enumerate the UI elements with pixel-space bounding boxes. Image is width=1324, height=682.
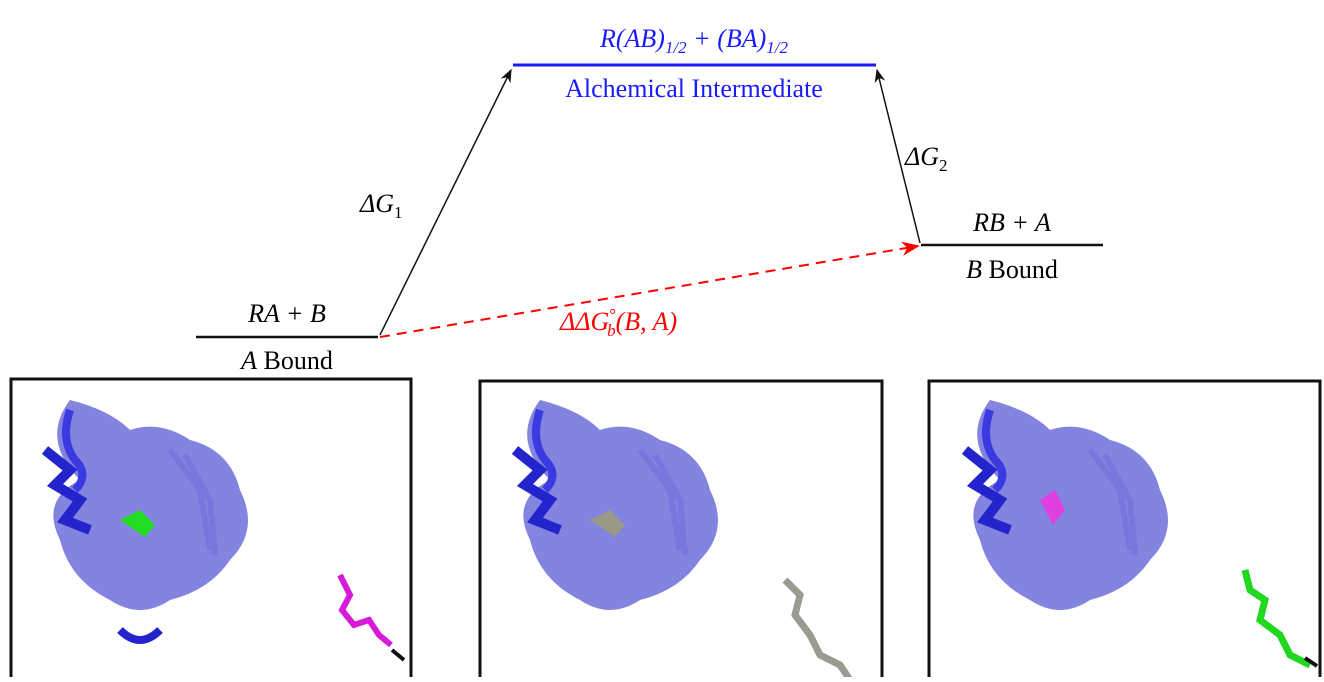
b-bound-label: B Bound [966,255,1058,284]
formula-part: + (BA) [687,24,767,53]
label-text: Bound [257,346,333,375]
protein [515,400,718,610]
formula-part: R(AB) [599,24,665,53]
subscript: 1 [394,203,403,222]
intermediate-formula: R(AB)1/2 + (BA)1/2 [599,24,789,57]
subscript: b [607,321,616,340]
ddg-label: ΔΔG°b(B, A) [559,305,677,340]
dg1-label: ΔG1 [359,189,403,222]
formula-subscript: 1/2 [766,38,788,57]
subscript: 2 [939,156,948,175]
label-variable: B [966,255,982,284]
intermediate-label: Alchemical Intermediate [565,74,823,103]
protein [45,400,248,640]
dg2-label: ΔG2 [904,142,948,175]
symbol: ΔΔG [559,307,610,336]
label-variable: A [239,346,257,375]
label-text: Bound [982,255,1058,284]
protein [965,400,1168,610]
a-bound-label: A Bound [239,346,333,375]
panel-a-bound [11,379,411,677]
panel-intermediate [480,381,882,677]
b-bound-formula: RB + A [972,208,1051,237]
arguments: (B, A) [616,307,678,336]
diagram: R(AB)1/2 + (BA)1/2 Alchemical Intermedia… [0,0,1324,677]
formula-subscript: 1/2 [665,38,687,57]
symbol: ΔG [359,189,394,218]
panel-b-bound [929,381,1320,677]
a-bound-formula: RA + B [247,299,326,328]
symbol: ΔG [904,142,939,171]
